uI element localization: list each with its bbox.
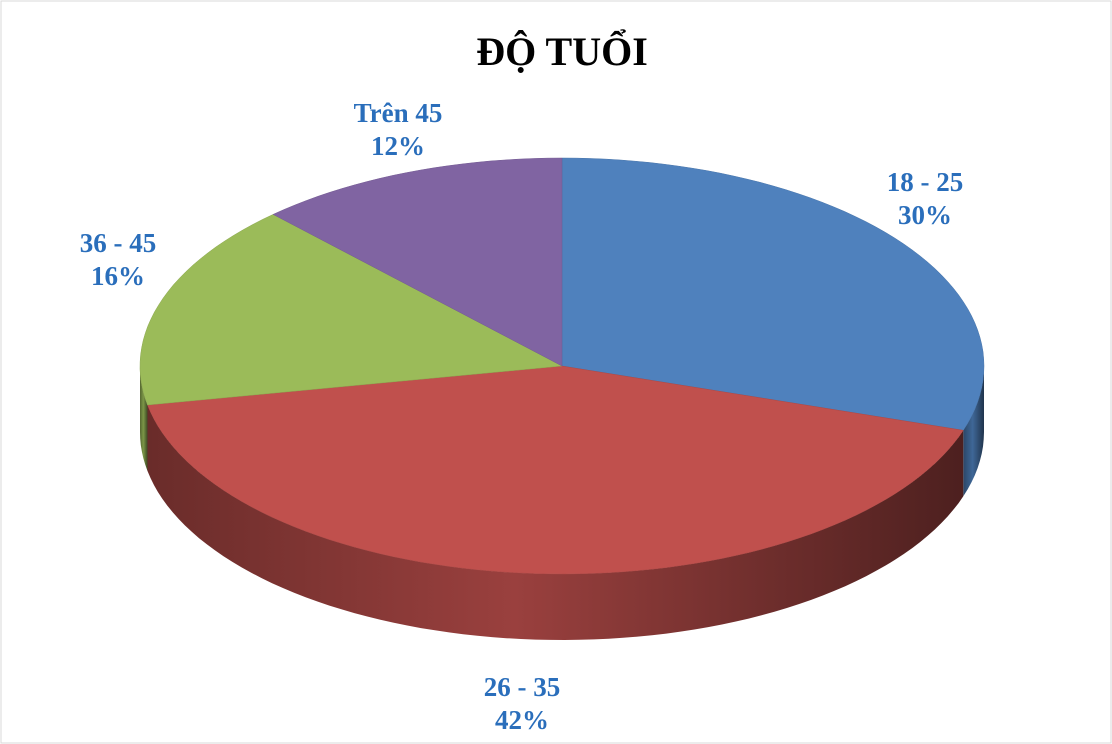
- slice-label: 18 - 25: [887, 167, 964, 197]
- slice-value-label: 12%: [371, 131, 425, 161]
- slice-label: 26 - 35: [484, 672, 561, 702]
- slice: [561, 157, 985, 431]
- slice-value-label: 42%: [495, 705, 549, 735]
- slice-value-label: 30%: [898, 200, 952, 230]
- slice-label: Trên 45: [354, 98, 443, 128]
- slice-side: [147, 405, 964, 640]
- slice: [272, 157, 563, 367]
- slice-value-label: 16%: [91, 261, 145, 291]
- chart-title: ĐỘ TUỔI: [476, 28, 648, 74]
- slice: [139, 214, 563, 406]
- slice: [147, 365, 964, 575]
- slice-side: [140, 366, 148, 471]
- slice-label: 36 - 45: [80, 228, 157, 258]
